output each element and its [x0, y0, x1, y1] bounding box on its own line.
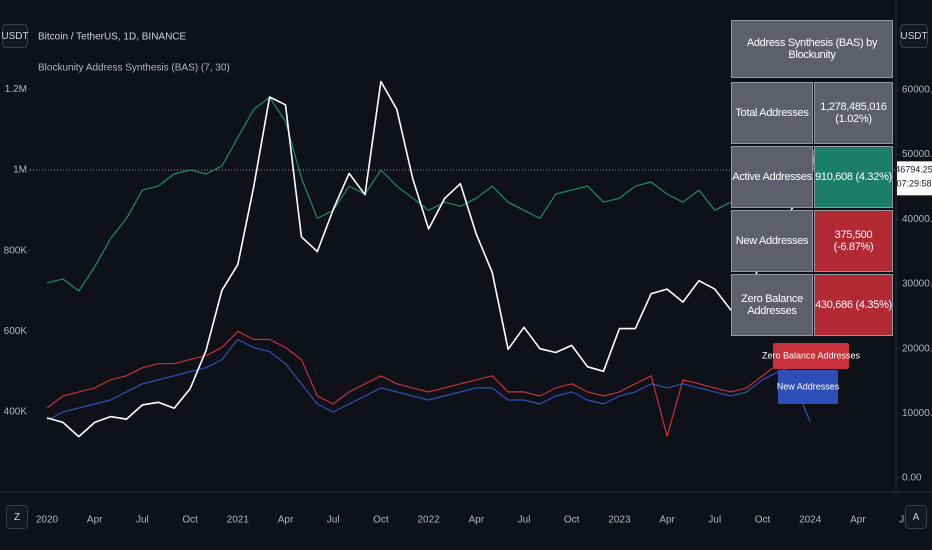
chart-subtitle: Blockunity Address Synthesis (BAS) (7, 3… — [38, 63, 230, 74]
chart-title: Bitcoin / TetherUS, 1D, BINANCE — [38, 32, 187, 43]
x-tick-label: Oct — [564, 515, 580, 526]
x-tick-label: Jul — [327, 515, 340, 526]
x-tick-label: 2022 — [417, 515, 440, 526]
x-tick-label: Apr — [850, 515, 866, 526]
series-line — [46, 338, 811, 423]
x-tick-label: Apr — [278, 515, 294, 526]
series-label: Zero Balance Addresses — [762, 350, 861, 360]
y-tick-label: 600K — [4, 326, 28, 337]
table-row-label: New Addresses — [731, 210, 813, 272]
y2-tick-label: 30000.00 — [902, 279, 932, 290]
y2-tick-label: 40000.00 — [902, 214, 932, 225]
x-tick-label: 2024 — [799, 515, 822, 526]
x-tick-label: 2020 — [36, 515, 59, 526]
y2-tick-label: 60000.00 — [902, 85, 932, 96]
table-row-value: 910,608 (4.32%) — [814, 146, 893, 208]
auto-button[interactable]: A — [905, 505, 927, 529]
y2-tick-label: 0.00 — [902, 473, 922, 484]
table-row-label: Active Addresses — [731, 146, 813, 208]
y2-tick-label: 10000.00 — [902, 408, 932, 419]
zoom-button[interactable]: Z — [6, 505, 28, 529]
y2-tick-label: 50000.00 — [902, 149, 932, 160]
series-label-box — [773, 343, 849, 369]
x-tick-label: Oct — [755, 515, 771, 526]
currency-button[interactable]: USDT — [900, 24, 928, 48]
y-tick-label: 800K — [4, 245, 28, 256]
table-title: Address Synthesis (BAS) by Blockunity — [731, 20, 893, 78]
x-tick-label: 2023 — [608, 515, 631, 526]
table-row-label: Zero Balance Addresses — [731, 274, 813, 336]
series-line — [46, 80, 811, 438]
y-tick-label: 400K — [4, 407, 28, 418]
table-row-label: Total Addresses — [731, 82, 813, 144]
currency-button[interactable]: USDT — [1, 24, 29, 48]
table-row-value: 430,686 (4.35%) — [814, 274, 893, 336]
series-label: New Addresses — [777, 381, 840, 391]
x-tick-label: 2021 — [227, 515, 250, 526]
series-line — [46, 330, 811, 437]
price-label-box — [897, 161, 932, 196]
x-tick-label: Oct — [182, 515, 198, 526]
series-label-box — [778, 370, 838, 404]
table-row-value: 375,500 (-6.87%) — [814, 210, 893, 272]
y2-tick-label: 20000.00 — [902, 343, 932, 354]
x-tick-label: Apr — [469, 515, 485, 526]
y-tick-label: 1.2M — [5, 84, 27, 95]
last-price: 46794.25 — [895, 165, 932, 175]
table-row-value: 1,278,485,016 (1.02%) — [814, 82, 893, 144]
x-tick-label: Apr — [87, 515, 103, 526]
x-tick-label: Jul — [518, 515, 531, 526]
series-line — [46, 96, 811, 292]
x-tick-label: Jul — [708, 515, 721, 526]
y-tick-label: 1M — [13, 165, 27, 176]
x-tick-label: Oct — [373, 515, 389, 526]
countdown: 07:29:58 — [896, 179, 931, 189]
x-tick-label: Apr — [659, 515, 675, 526]
x-tick-label: Jul — [136, 515, 149, 526]
